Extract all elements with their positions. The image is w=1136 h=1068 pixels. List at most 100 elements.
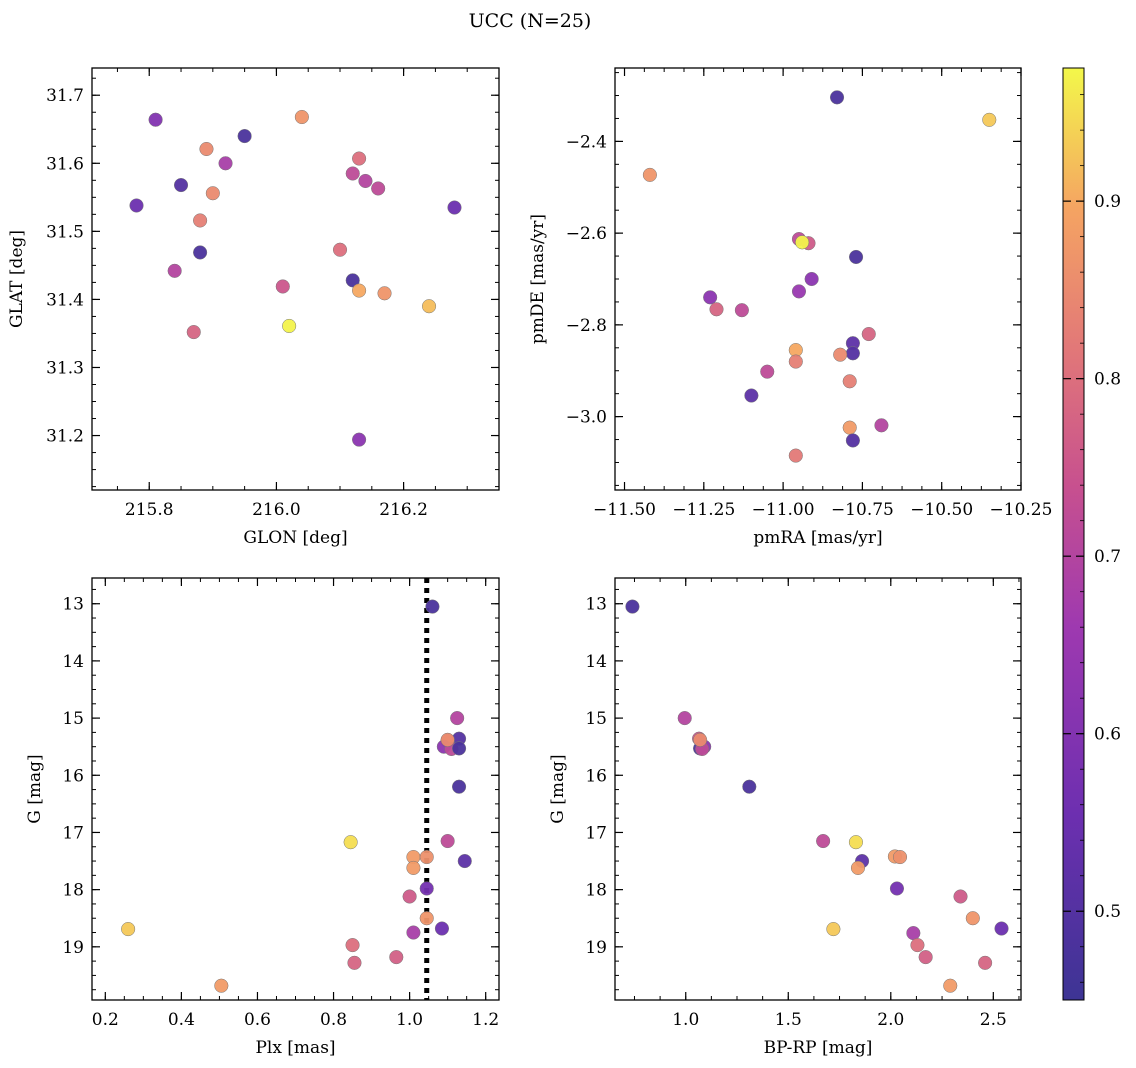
y-tick-label: 14 bbox=[585, 652, 607, 672]
x-tick-label: 0.8 bbox=[320, 1010, 347, 1030]
y-tick-label: 17 bbox=[585, 823, 607, 843]
data-point bbox=[788, 354, 803, 369]
y-tick-label: 16 bbox=[585, 766, 607, 786]
y-tick-label: 18 bbox=[62, 881, 84, 901]
data-point bbox=[452, 779, 467, 794]
data-point bbox=[129, 198, 144, 213]
data-point bbox=[906, 926, 921, 941]
y-tick-label: −3.0 bbox=[566, 408, 607, 428]
data-point bbox=[237, 129, 252, 144]
y-tick-label: −2.6 bbox=[566, 224, 607, 244]
data-point bbox=[440, 732, 455, 747]
data-point bbox=[282, 318, 297, 334]
y-tick-label: 17 bbox=[62, 823, 84, 843]
data-point bbox=[352, 283, 367, 298]
data-point bbox=[982, 112, 997, 127]
y-tick-label: −2.8 bbox=[566, 316, 607, 336]
data-point bbox=[419, 849, 434, 865]
data-point bbox=[850, 860, 866, 875]
data-point bbox=[173, 178, 189, 193]
y-tick-label: 15 bbox=[62, 709, 84, 729]
data-point bbox=[121, 922, 136, 937]
data-point bbox=[186, 325, 201, 340]
x-tick-label: −11.50 bbox=[593, 500, 656, 520]
y-axis-label: pmDE [mas/yr] bbox=[528, 214, 548, 344]
data-point bbox=[744, 388, 759, 403]
y-tick-label: 31.3 bbox=[46, 358, 84, 378]
data-point bbox=[842, 420, 857, 435]
data-point bbox=[294, 109, 309, 125]
data-point bbox=[734, 303, 749, 318]
x-tick-label: 1.0 bbox=[672, 1010, 699, 1030]
y-tick-label: 31.5 bbox=[46, 222, 84, 242]
data-point bbox=[345, 273, 360, 288]
x-tick-label: 0.2 bbox=[92, 1010, 119, 1030]
x-tick-label: 1.5 bbox=[775, 1010, 802, 1030]
data-point bbox=[677, 711, 692, 726]
data-point bbox=[352, 432, 367, 447]
x-tick-label: 0.6 bbox=[244, 1010, 271, 1030]
x-tick-label: −10.25 bbox=[990, 500, 1053, 520]
colorbar-tick-label: 0.8 bbox=[1094, 370, 1121, 390]
data-point bbox=[943, 978, 958, 993]
data-point bbox=[218, 156, 233, 171]
data-point bbox=[402, 889, 417, 904]
data-point bbox=[358, 173, 373, 189]
data-point bbox=[795, 235, 810, 250]
data-point bbox=[760, 364, 775, 379]
data-point bbox=[693, 732, 708, 747]
data-point bbox=[953, 889, 968, 904]
colorbar-tick-label: 0.9 bbox=[1094, 192, 1121, 212]
colorbar-tick-label: 0.6 bbox=[1094, 725, 1121, 745]
x-tick-label: 0.4 bbox=[168, 1010, 195, 1030]
data-point bbox=[703, 290, 718, 305]
x-tick-label: 1.2 bbox=[472, 1010, 499, 1030]
panel-plx-g: 0.2 0.4 0.6 0.8 1.0 1.2 13 14 15 16 17 18 19 Plx [mas… bbox=[25, 577, 500, 1058]
data-point bbox=[450, 711, 465, 726]
data-point bbox=[447, 200, 462, 215]
y-tick-label: 31.6 bbox=[46, 154, 84, 174]
data-point bbox=[419, 881, 434, 896]
y-tick-label: 31.7 bbox=[46, 86, 84, 106]
data-point bbox=[167, 263, 182, 278]
data-point bbox=[965, 911, 980, 926]
data-point bbox=[275, 279, 290, 294]
axes-frame bbox=[614, 577, 1022, 1001]
data-point bbox=[889, 881, 904, 896]
data-point bbox=[347, 955, 362, 970]
data-point bbox=[332, 242, 348, 257]
axes-frame bbox=[91, 67, 500, 491]
panel-pmra-pmde: −11.50 −11.25 −11.00 −10.75 −10.50 −10.25 −2.4… bbox=[528, 67, 1053, 548]
x-tick-label: 216.2 bbox=[379, 500, 428, 520]
data-point bbox=[829, 90, 845, 105]
data-point bbox=[918, 950, 933, 965]
axes-frame bbox=[91, 577, 500, 1001]
data-point bbox=[377, 286, 392, 301]
data-point bbox=[791, 284, 807, 299]
data-point bbox=[642, 167, 657, 182]
figure-title: UCC (N=25) bbox=[469, 10, 592, 32]
data-point bbox=[199, 141, 214, 157]
data-point bbox=[406, 925, 421, 940]
x-axis-label: GLON [deg] bbox=[243, 528, 347, 548]
x-tick-label: 215.8 bbox=[125, 500, 174, 520]
x-tick-label: 216.0 bbox=[252, 500, 301, 520]
data-point bbox=[910, 938, 925, 953]
x-tick-label: −10.75 bbox=[831, 500, 894, 520]
data-point bbox=[440, 833, 455, 849]
x-axis-label: pmRA [mas/yr] bbox=[753, 528, 882, 548]
x-tick-label: −11.25 bbox=[672, 500, 735, 520]
data-point bbox=[371, 181, 386, 196]
y-tick-label: 31.4 bbox=[46, 290, 84, 310]
data-point bbox=[833, 347, 848, 362]
data-point bbox=[345, 166, 360, 181]
data-point bbox=[457, 853, 472, 869]
data-point bbox=[425, 599, 440, 614]
y-tick-label: 16 bbox=[62, 766, 84, 786]
y-tick-label: 18 bbox=[585, 881, 607, 901]
y-tick-label: 14 bbox=[62, 652, 84, 672]
y-tick-label: 31.2 bbox=[46, 427, 84, 447]
y-axis-label: GLAT [deg] bbox=[7, 230, 27, 328]
data-point bbox=[845, 433, 860, 448]
